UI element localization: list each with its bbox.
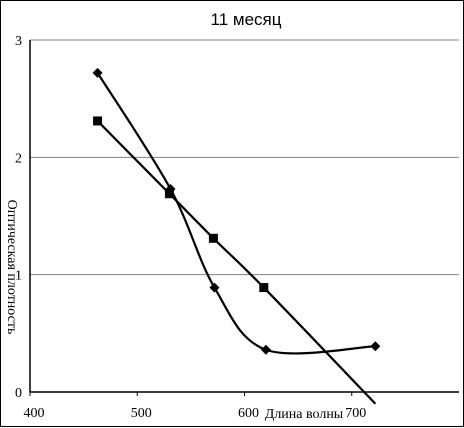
data-point-diamond: [209, 282, 220, 293]
chart-title: 11 месяц: [211, 10, 282, 29]
y-tick-labels: 0 1 2 3: [15, 34, 22, 401]
data-point-square: [164, 189, 174, 199]
series-diamond: [92, 67, 381, 355]
y-tick-label: 1: [15, 269, 22, 284]
series-line: [96, 72, 376, 355]
x-tick-labels: 400 500 600 700: [24, 392, 366, 421]
data-point-square: [208, 233, 218, 243]
x-axis-label: Длина волны: [265, 407, 344, 422]
y-tick-label: 2: [15, 151, 22, 166]
data-point-diamond: [260, 344, 271, 355]
series-layer: [92, 67, 381, 405]
x-tick-label: 500: [131, 406, 152, 421]
y-tick-label: 0: [15, 386, 22, 401]
data-point-square: [93, 116, 103, 126]
x-tick-label: 600: [238, 406, 259, 421]
grid-lines: [30, 39, 459, 276]
series-line: [96, 120, 377, 405]
x-tick-label: 400: [24, 406, 45, 421]
y-tick-label: 3: [15, 34, 22, 49]
y-axis-label: Оптическая плотность: [4, 200, 19, 335]
x-tick-label: 700: [345, 406, 366, 421]
data-point-square: [259, 283, 269, 293]
series-square: [93, 116, 377, 405]
data-point-diamond: [165, 184, 176, 195]
data-point-diamond: [92, 67, 103, 78]
data-point-diamond: [370, 341, 381, 352]
